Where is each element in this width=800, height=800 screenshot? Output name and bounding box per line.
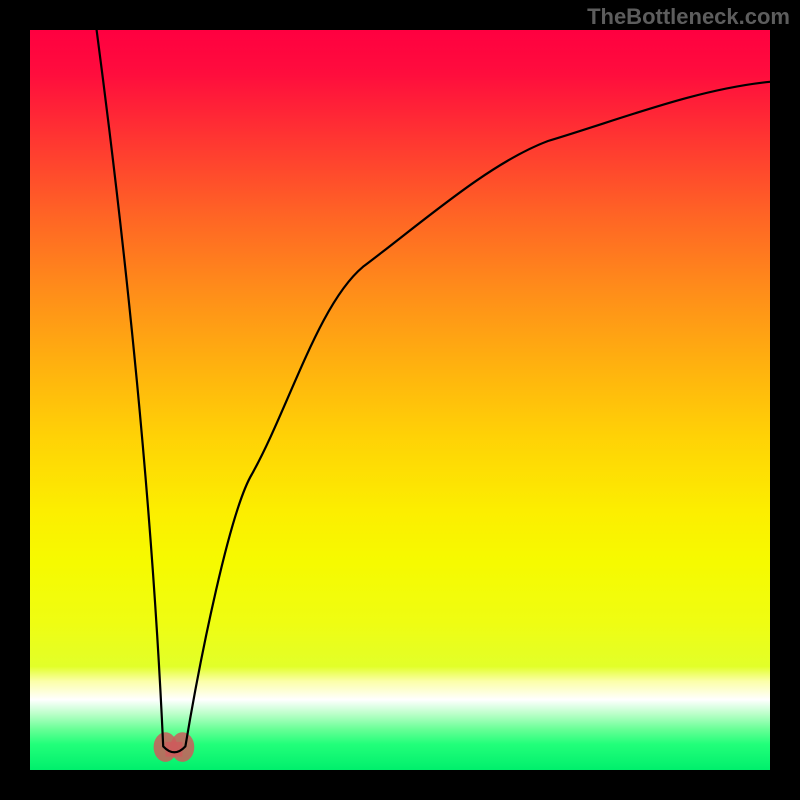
chart-root: { "watermark": { "text": "TheBottleneck.… (0, 0, 800, 800)
chart-svg (0, 0, 800, 800)
watermark-text: TheBottleneck.com (587, 4, 790, 30)
plot-background (30, 30, 770, 770)
